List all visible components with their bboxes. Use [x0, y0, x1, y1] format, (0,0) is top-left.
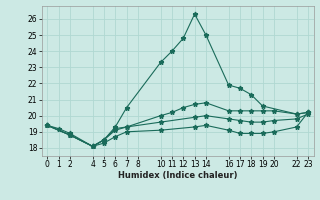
X-axis label: Humidex (Indice chaleur): Humidex (Indice chaleur)	[118, 171, 237, 180]
